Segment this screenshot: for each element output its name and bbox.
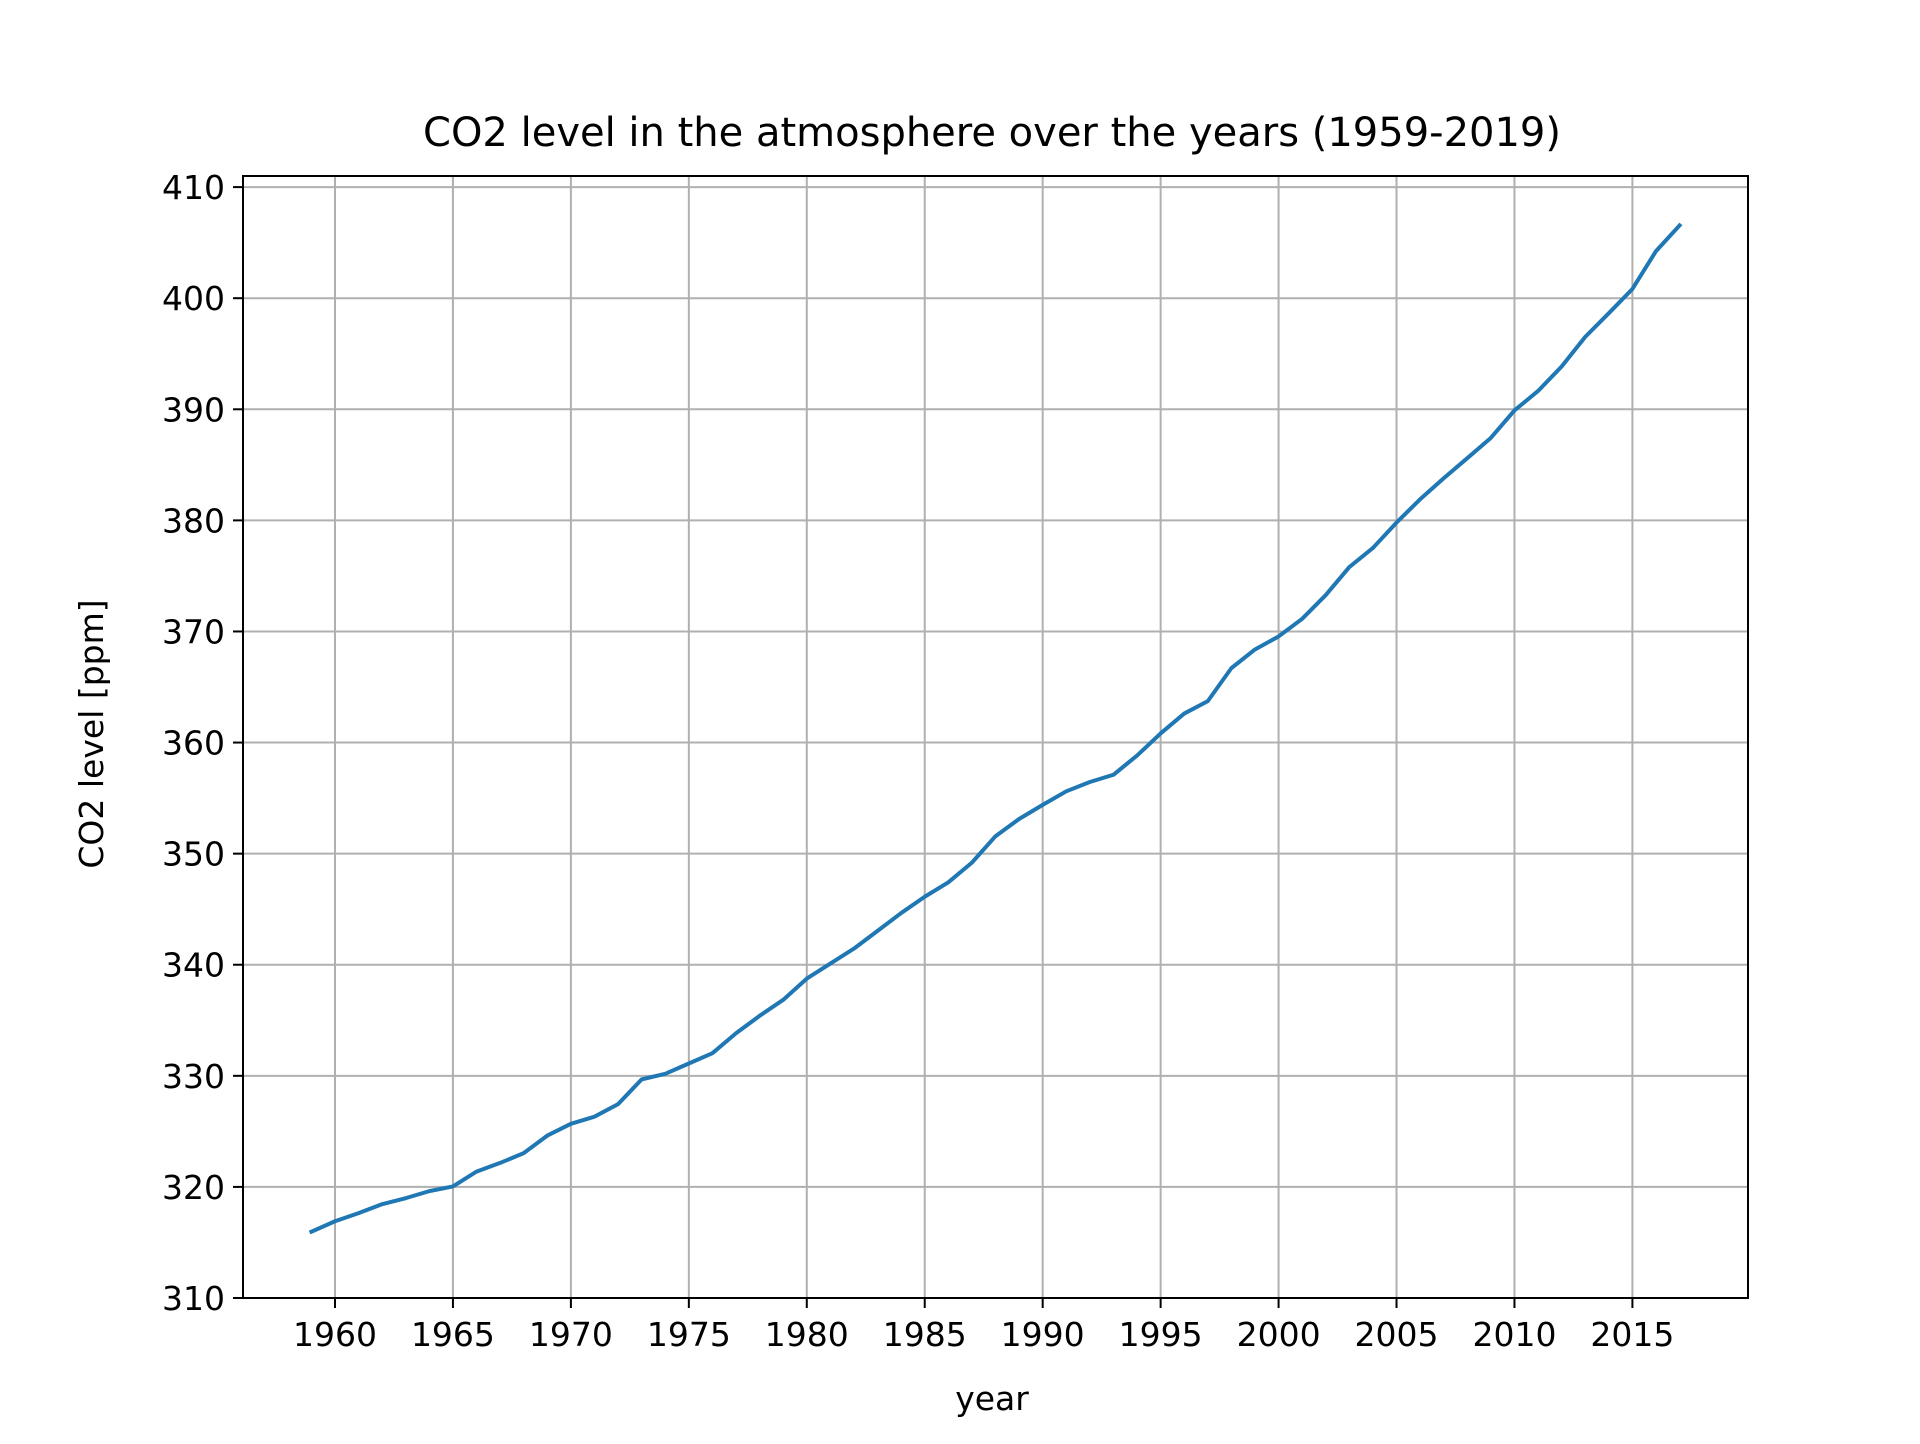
x-tick-label: 1995 xyxy=(1119,1315,1203,1354)
x-tick-label: 2000 xyxy=(1237,1315,1321,1354)
y-tick-label: 400 xyxy=(162,279,225,318)
y-tick-label: 370 xyxy=(162,612,225,651)
x-tick-label: 1990 xyxy=(1001,1315,1085,1354)
y-tick-label: 360 xyxy=(162,724,225,763)
plot-area-frame xyxy=(242,175,1749,1299)
y-tick-label: 390 xyxy=(162,390,225,429)
y-tick-label: 340 xyxy=(162,946,225,985)
grid-lines xyxy=(243,176,1748,1299)
x-tick-label: 1980 xyxy=(765,1315,849,1354)
y-tick-label: 380 xyxy=(162,501,225,540)
x-tick-label: 2005 xyxy=(1355,1315,1439,1354)
x-axis-label: year xyxy=(955,1379,1029,1418)
x-tick-label: 1970 xyxy=(529,1315,613,1354)
x-tick-label: 1960 xyxy=(293,1315,377,1354)
x-tick-label: 1985 xyxy=(883,1315,967,1354)
co2-series-line xyxy=(308,222,1683,1235)
y-axis-label: CO2 level [ppm] xyxy=(72,599,111,868)
y-tick-label: 410 xyxy=(162,168,225,207)
y-tick-label: 330 xyxy=(162,1057,225,1096)
y-tick-label: 310 xyxy=(162,1279,225,1318)
series-layer xyxy=(308,222,1683,1235)
x-tick-label: 2010 xyxy=(1472,1315,1556,1354)
x-tick-label: 1975 xyxy=(647,1315,731,1354)
axis-ticks: 1960 1965 1970 1975 1980 1985 1990 1995 2000 2005… xyxy=(162,168,1674,1354)
y-tick-label: 350 xyxy=(162,835,225,874)
y-tick-label: 320 xyxy=(162,1168,225,1207)
x-tick-label: 2015 xyxy=(1590,1315,1674,1354)
chart-title: CO2 level in the atmosphere over the yea… xyxy=(423,110,1561,156)
x-tick-label: 1965 xyxy=(411,1315,495,1354)
